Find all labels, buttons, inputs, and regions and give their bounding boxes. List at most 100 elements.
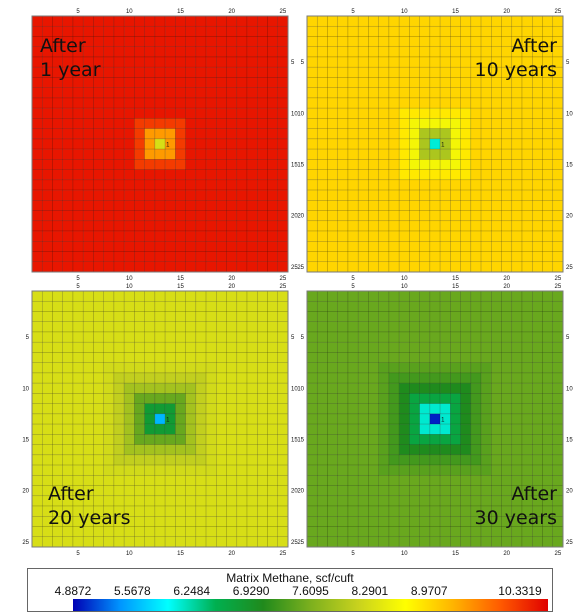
grid-cell (552, 331, 564, 343)
grid-cell (103, 66, 115, 78)
grid-cell (357, 36, 369, 47)
grid-cell (62, 169, 74, 181)
grid-cell (185, 77, 197, 88)
grid-cell (450, 393, 461, 404)
grid-cell (378, 220, 390, 232)
grid-cell (378, 516, 390, 527)
grid-cell (164, 300, 176, 312)
grid-cell (368, 341, 379, 353)
grid-cell (185, 159, 197, 170)
grid-cell (378, 434, 390, 445)
grid-cell (103, 311, 115, 322)
grid-cell (521, 230, 533, 242)
grid-cell (103, 220, 115, 232)
grid-cell (327, 300, 338, 312)
grid-cell (419, 118, 431, 129)
grid-cell (216, 464, 227, 476)
grid-cell (144, 444, 156, 456)
grid-cell (267, 485, 279, 497)
grid-cell (93, 300, 104, 312)
grid-cell (52, 290, 63, 302)
grid-cell (103, 536, 115, 548)
grid-cell (470, 413, 482, 425)
grid-cell (267, 25, 279, 37)
grid-cell (419, 352, 431, 363)
grid-cell (236, 321, 248, 333)
grid-cell (31, 159, 43, 170)
grid-cell (93, 403, 104, 415)
grid-cell (347, 189, 359, 201)
grid-cell (552, 138, 564, 150)
grid-cell (306, 352, 318, 363)
grid-cell (470, 393, 482, 404)
grid-cell (439, 56, 451, 68)
grid-cell (450, 382, 461, 394)
grid-cell (368, 331, 379, 343)
grid-cell (316, 189, 328, 201)
grid-cell (419, 464, 431, 476)
grid-cell (216, 77, 227, 88)
grid-cell (185, 341, 197, 353)
grid-cell (113, 261, 125, 273)
grid-cell (357, 382, 369, 394)
grid-cell (439, 179, 451, 191)
grid-cell (144, 300, 156, 312)
grid-cell (388, 311, 400, 322)
x-tick-label-top: 20 (503, 284, 510, 290)
grid-cell (154, 118, 166, 129)
grid-cell (552, 372, 564, 384)
grid-cell (316, 15, 328, 27)
grid-cell (236, 118, 248, 129)
grid-cell (460, 526, 472, 538)
grid-cell (501, 169, 513, 181)
grid-cell (388, 118, 400, 129)
grid-cell (277, 189, 289, 201)
grid-cell (388, 434, 400, 445)
y-tick-label-left: 25 (297, 540, 304, 546)
grid-cell (327, 148, 338, 160)
grid-cell (267, 341, 279, 353)
grid-cell (205, 290, 217, 302)
grid-cell (470, 210, 482, 222)
grid-cell (419, 311, 431, 322)
grid-cell (337, 159, 349, 170)
grid-cell (113, 413, 125, 425)
x-tick-label-top: 10 (126, 284, 133, 290)
grid-cell (134, 56, 145, 68)
grid-cell (82, 148, 94, 160)
grid-cell (357, 46, 369, 58)
grid-cell (277, 434, 289, 445)
grid-cell (398, 159, 410, 170)
grid-cell (175, 352, 186, 363)
grid-cell (316, 341, 328, 353)
grid-cell (450, 210, 461, 222)
grid-cell (123, 290, 135, 302)
grid-cell (52, 444, 63, 456)
grid-cell (368, 311, 379, 322)
grid-cell (316, 362, 328, 374)
grid-cell (31, 169, 43, 181)
grid-cell (267, 362, 279, 374)
grid-cell (511, 128, 523, 140)
grid-cell (267, 454, 279, 466)
y-tick-label-left: 15 (297, 163, 304, 169)
grid-cell (327, 107, 338, 119)
grid-cell (154, 25, 166, 37)
grid-cell (491, 464, 502, 476)
well-marker: 1 (166, 418, 170, 424)
grid-cell (357, 15, 369, 27)
grid-cell (347, 423, 359, 435)
grid-cell (337, 321, 349, 333)
grid-cell (164, 169, 176, 181)
grid-cell (154, 475, 166, 486)
grid-cell (41, 97, 53, 109)
grid-cell (470, 107, 482, 119)
grid-cell (521, 341, 533, 353)
grid-cell (113, 372, 125, 384)
grid-cell (216, 341, 227, 353)
grid-cell (144, 526, 156, 538)
grid-cell (409, 15, 420, 27)
grid-cell (470, 241, 482, 252)
grid-cell (327, 118, 338, 129)
grid-cell (277, 200, 289, 211)
